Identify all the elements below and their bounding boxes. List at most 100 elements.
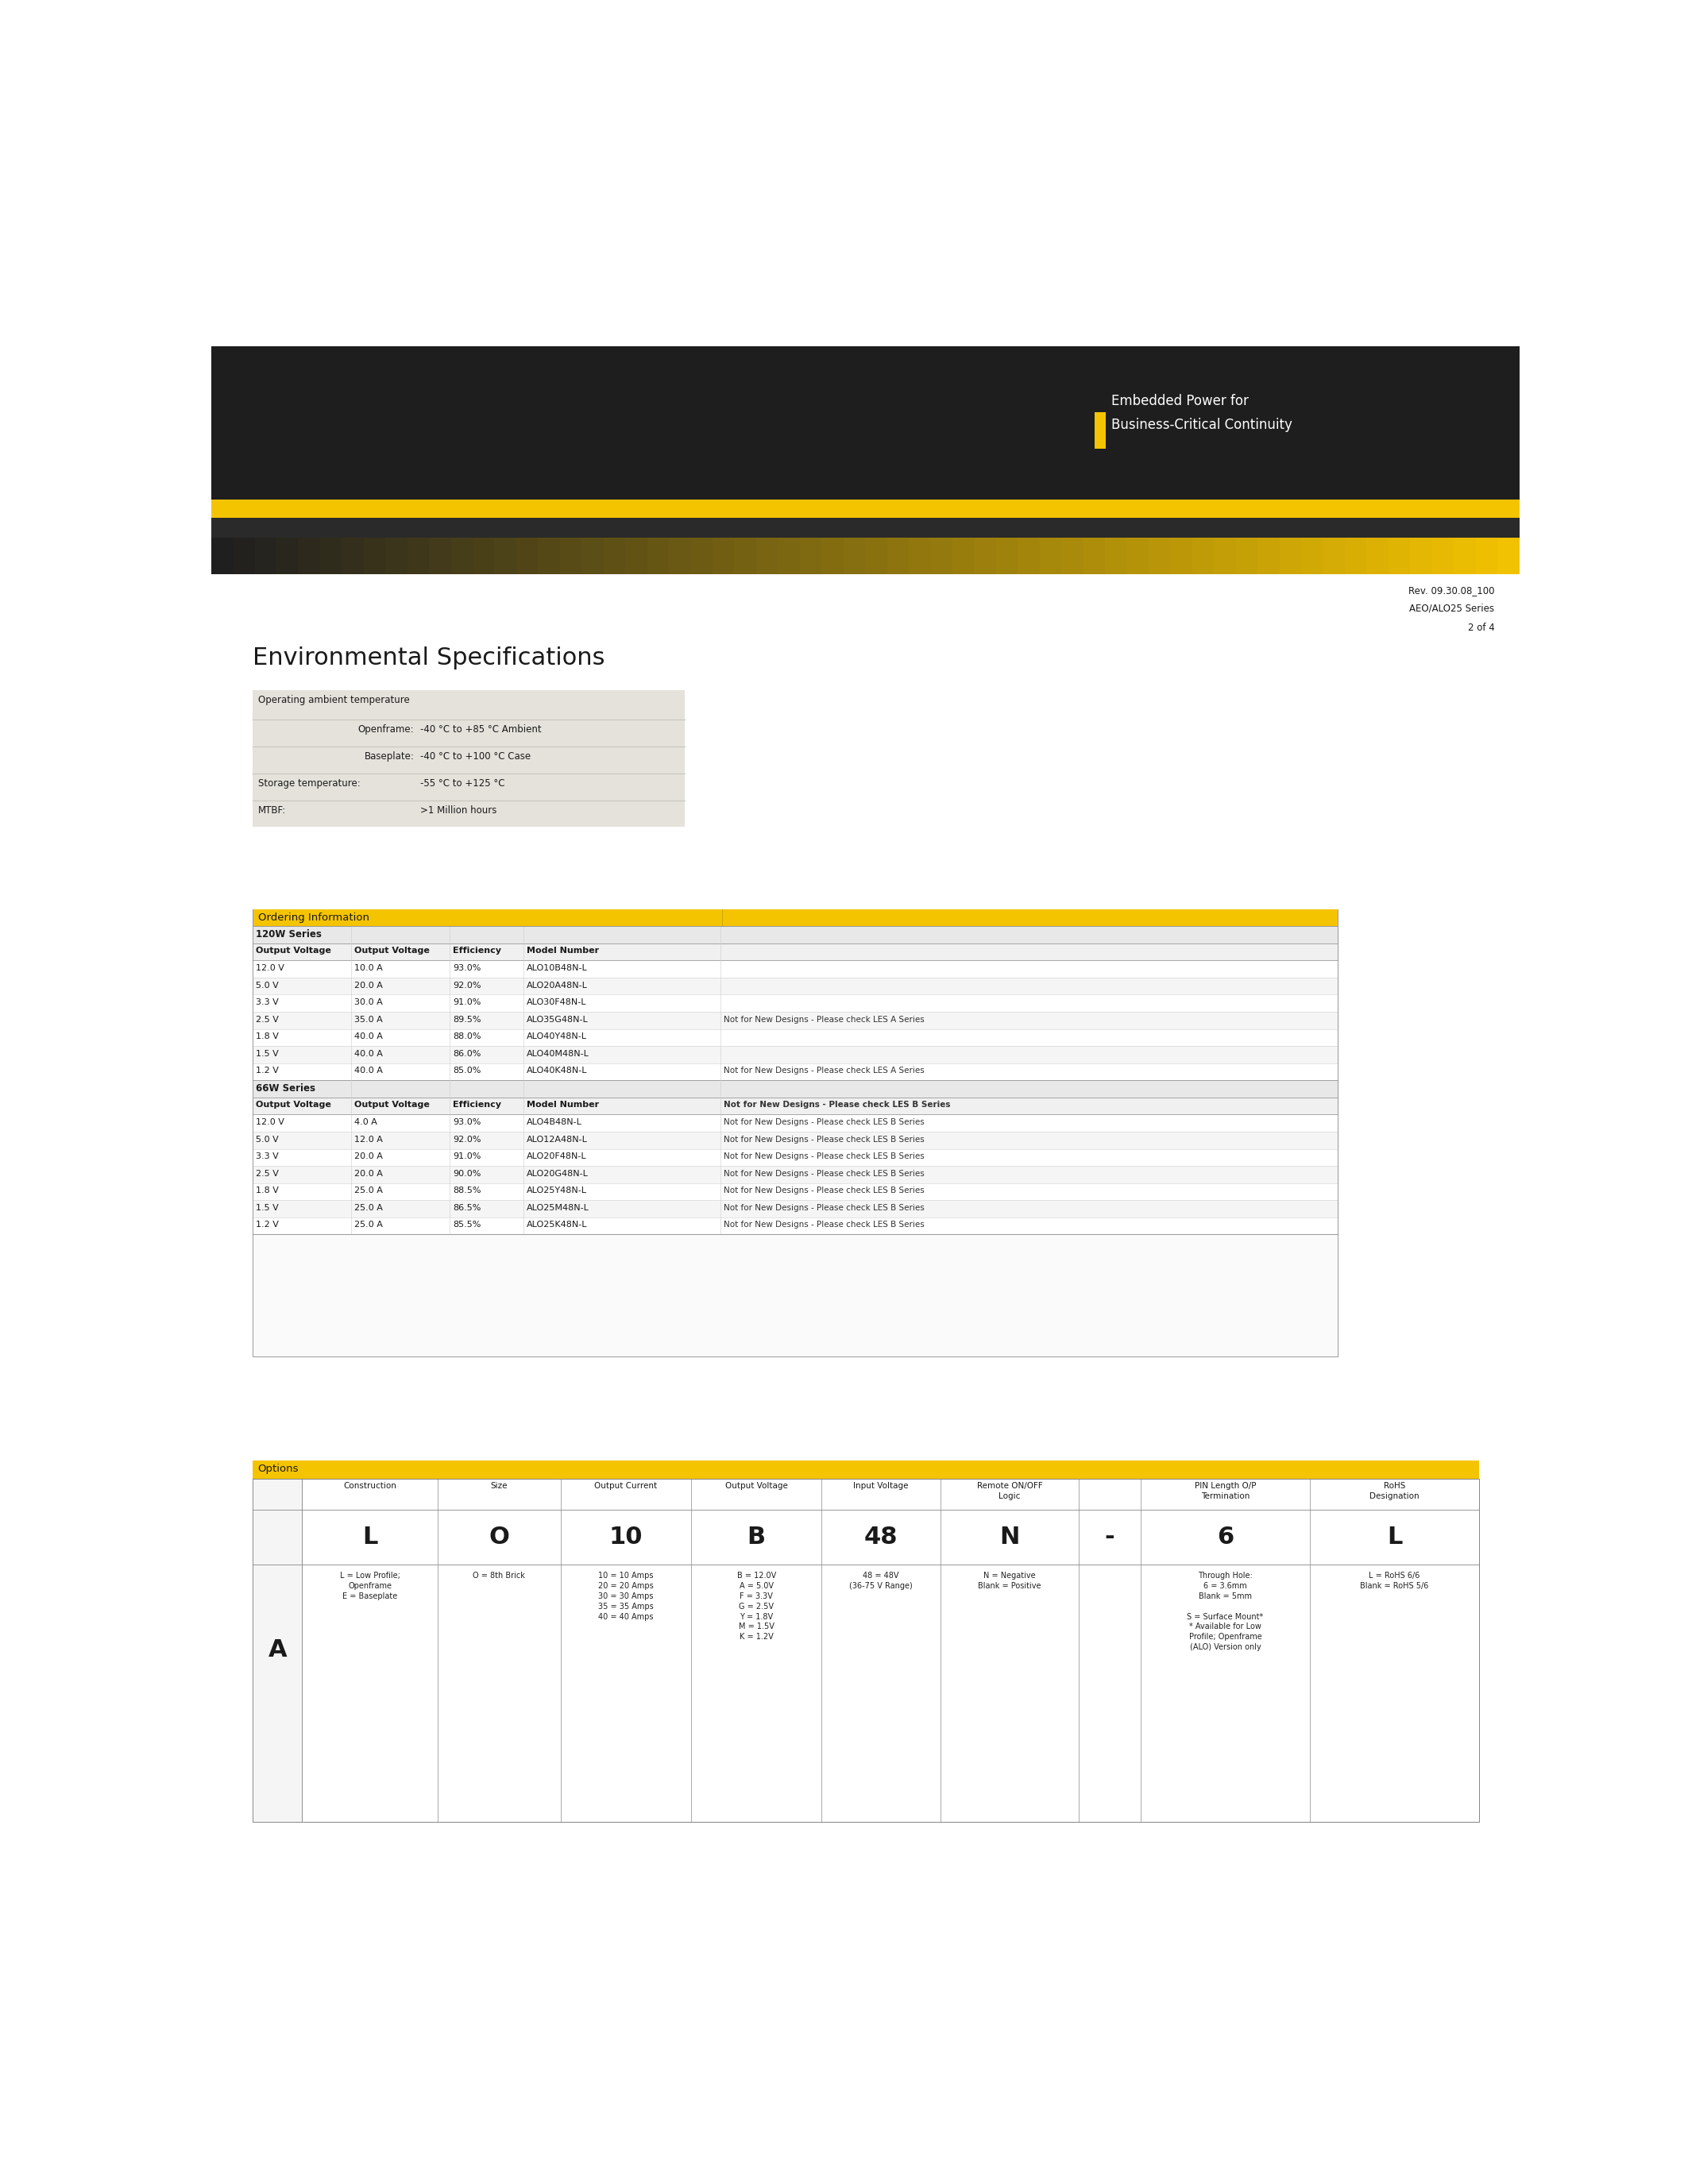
Text: ALO20A48N-L: ALO20A48N-L bbox=[527, 981, 587, 989]
Text: ALO12A48N-L: ALO12A48N-L bbox=[527, 1136, 587, 1142]
Bar bbox=[253, 1184, 1337, 1201]
Text: L = Low Profile;
Openframe
E = Baseplate: L = Low Profile; Openframe E = Baseplate bbox=[339, 1572, 400, 1601]
Text: 5.0 V: 5.0 V bbox=[257, 1136, 279, 1142]
Text: O: O bbox=[490, 1527, 510, 1548]
Text: 35.0 A: 35.0 A bbox=[354, 1016, 383, 1024]
Bar bbox=[974, 537, 996, 574]
Bar bbox=[1301, 537, 1323, 574]
Text: 25.0 A: 25.0 A bbox=[354, 1186, 383, 1195]
Text: RoHS
Designation: RoHS Designation bbox=[1369, 1483, 1420, 1500]
Bar bbox=[253, 1029, 1337, 1046]
Text: Efficiency: Efficiency bbox=[452, 946, 501, 954]
Text: A: A bbox=[268, 1638, 287, 1662]
Bar bbox=[321, 537, 341, 574]
Text: 1.8 V: 1.8 V bbox=[257, 1033, 279, 1040]
Bar bbox=[866, 537, 886, 574]
Bar bbox=[886, 537, 908, 574]
Text: 25.0 A: 25.0 A bbox=[354, 1203, 383, 1212]
Text: 12.0 A: 12.0 A bbox=[354, 1136, 383, 1142]
Text: L: L bbox=[1388, 1527, 1403, 1548]
Bar bbox=[625, 537, 647, 574]
Text: Operating ambient temperature: Operating ambient temperature bbox=[258, 695, 408, 705]
Text: Not for New Designs - Please check LES A Series: Not for New Designs - Please check LES A… bbox=[724, 1016, 925, 1024]
Text: 6: 6 bbox=[1217, 1527, 1234, 1548]
Bar bbox=[778, 537, 800, 574]
Bar bbox=[734, 537, 756, 574]
Bar bbox=[299, 537, 321, 574]
Bar bbox=[756, 537, 778, 574]
Bar bbox=[473, 537, 495, 574]
Text: 10: 10 bbox=[609, 1527, 643, 1548]
Bar bbox=[253, 1011, 1337, 1029]
Text: Output Voltage: Output Voltage bbox=[257, 946, 331, 954]
Text: Not for New Designs - Please check LES B Series: Not for New Designs - Please check LES B… bbox=[724, 1203, 925, 1212]
Bar bbox=[952, 537, 974, 574]
Text: 88.5%: 88.5% bbox=[452, 1186, 481, 1195]
Text: Not for New Designs - Please check LES B Series: Not for New Designs - Please check LES B… bbox=[724, 1153, 925, 1160]
Bar bbox=[1323, 537, 1345, 574]
Text: 120W Series: 120W Series bbox=[257, 928, 322, 939]
Text: Not for New Designs - Please check LES B Series: Not for New Designs - Please check LES B… bbox=[724, 1118, 925, 1127]
Text: Output Current: Output Current bbox=[594, 1483, 657, 1489]
Text: Not for New Designs - Please check LES B Series: Not for New Designs - Please check LES B… bbox=[724, 1136, 925, 1142]
Text: Not for New Designs - Please check LES B Series: Not for New Designs - Please check LES B… bbox=[724, 1171, 925, 1177]
Text: Output Voltage: Output Voltage bbox=[354, 946, 430, 954]
Text: Construction: Construction bbox=[343, 1483, 397, 1489]
Bar bbox=[1475, 537, 1497, 574]
Text: AEO/ALO25 Series: AEO/ALO25 Series bbox=[1409, 603, 1494, 614]
Text: Openframe:: Openframe: bbox=[358, 725, 414, 734]
Bar bbox=[211, 500, 1519, 518]
Text: 12.0 V: 12.0 V bbox=[257, 963, 285, 972]
Text: L = RoHS 6/6
Blank = RoHS 5/6: L = RoHS 6/6 Blank = RoHS 5/6 bbox=[1361, 1572, 1428, 1590]
Text: -40 °C to +85 °C Ambient: -40 °C to +85 °C Ambient bbox=[420, 725, 542, 734]
Bar bbox=[211, 537, 233, 574]
Bar bbox=[1106, 537, 1128, 574]
Text: ALO35G48N-L: ALO35G48N-L bbox=[527, 1016, 589, 1024]
Text: Output Voltage: Output Voltage bbox=[726, 1483, 788, 1489]
Text: Rev. 09.30.08_100: Rev. 09.30.08_100 bbox=[1408, 585, 1494, 596]
Bar bbox=[253, 1114, 1337, 1131]
Bar bbox=[1062, 537, 1084, 574]
Text: Output Voltage: Output Voltage bbox=[354, 1101, 430, 1109]
Bar bbox=[1192, 537, 1214, 574]
Text: 2.5 V: 2.5 V bbox=[257, 1171, 279, 1177]
Bar bbox=[253, 1081, 1337, 1096]
Bar bbox=[253, 909, 1337, 926]
Text: O = 8th Brick: O = 8th Brick bbox=[473, 1572, 525, 1579]
Bar bbox=[253, 961, 1337, 978]
Text: ALO20F48N-L: ALO20F48N-L bbox=[527, 1153, 587, 1160]
Bar bbox=[363, 537, 385, 574]
Text: Size: Size bbox=[491, 1483, 508, 1489]
Bar bbox=[1084, 537, 1106, 574]
Bar bbox=[253, 1461, 1479, 1479]
Text: 48 = 48V
(36-75 V Range): 48 = 48V (36-75 V Range) bbox=[849, 1572, 913, 1590]
Bar bbox=[1497, 537, 1519, 574]
Bar bbox=[604, 537, 625, 574]
Text: Options: Options bbox=[258, 1463, 299, 1474]
Text: Model Number: Model Number bbox=[527, 1101, 599, 1109]
Bar bbox=[1148, 537, 1170, 574]
Text: 93.0%: 93.0% bbox=[452, 1118, 481, 1127]
Text: 93.0%: 93.0% bbox=[452, 963, 481, 972]
Text: ALO20G48N-L: ALO20G48N-L bbox=[527, 1171, 589, 1177]
Text: Embedded Power for: Embedded Power for bbox=[1111, 393, 1249, 408]
Bar bbox=[1453, 537, 1475, 574]
Text: 92.0%: 92.0% bbox=[452, 1136, 481, 1142]
Text: ALO30F48N-L: ALO30F48N-L bbox=[527, 998, 587, 1007]
Text: Ordering Information: Ordering Information bbox=[258, 913, 370, 922]
Text: 5.0 V: 5.0 V bbox=[257, 981, 279, 989]
Bar bbox=[211, 347, 1519, 500]
Text: ALO40Y48N-L: ALO40Y48N-L bbox=[527, 1033, 587, 1040]
Bar bbox=[844, 537, 866, 574]
Text: 4.0 A: 4.0 A bbox=[354, 1118, 378, 1127]
Text: ALO40M48N-L: ALO40M48N-L bbox=[527, 1051, 589, 1057]
Text: 30.0 A: 30.0 A bbox=[354, 998, 383, 1007]
Bar bbox=[822, 537, 844, 574]
Bar bbox=[341, 537, 363, 574]
Text: Environmental Specifications: Environmental Specifications bbox=[253, 646, 606, 668]
Bar bbox=[517, 537, 538, 574]
Text: Through Hole:
6 = 3.6mm
Blank = 5mm

S = Surface Mount*
* Available for Low
Prof: Through Hole: 6 = 3.6mm Blank = 5mm S = … bbox=[1187, 1572, 1263, 1651]
Text: Business-Critical Continuity: Business-Critical Continuity bbox=[1111, 417, 1291, 432]
Text: 89.5%: 89.5% bbox=[452, 1016, 481, 1024]
Bar bbox=[407, 537, 429, 574]
